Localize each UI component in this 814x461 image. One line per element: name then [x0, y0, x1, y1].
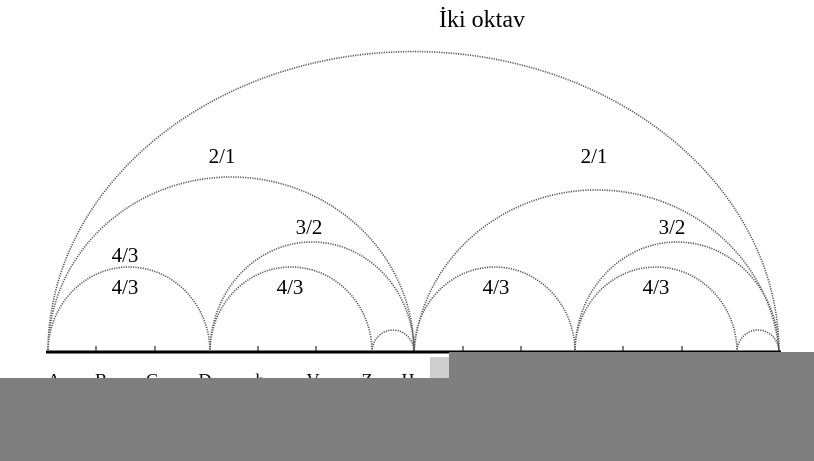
arc-fourth-center [413, 266, 576, 353]
tick-group [95, 346, 683, 352]
grey-block-bottom [0, 378, 814, 461]
grey-block-small [430, 357, 449, 378]
arc-tone-left [371, 329, 415, 353]
ratio-fourth-center: 4/3 [483, 275, 510, 299]
arc-fourth-right [574, 266, 738, 353]
ratio-fourth-right: 4/3 [643, 275, 670, 299]
arc-fourth-middle [209, 266, 373, 353]
arc-fifth-right [574, 241, 780, 353]
ratio-fifth-right: 3/2 [659, 215, 686, 239]
arc-tone-right [736, 329, 780, 353]
ratio-fifth-left: 3/2 [296, 215, 323, 239]
occluding-block [0, 352, 814, 461]
arc-octave-left [47, 176, 415, 353]
arc-fifth-left [209, 241, 415, 353]
diagram-title: İki oktav [439, 7, 525, 33]
ratio-octave-left: 2/1 [209, 144, 236, 168]
ratio-octave-right: 2/1 [581, 144, 608, 168]
arc-two-octaves [47, 50, 780, 353]
arc-fourth-left [47, 266, 211, 353]
arc-group [47, 50, 780, 353]
ratio-fourth-upper-left: 4/3 [112, 243, 139, 267]
ratio-fourth-middle: 4/3 [277, 275, 304, 299]
ratio-fourth-lower-left: 4/3 [112, 275, 139, 299]
